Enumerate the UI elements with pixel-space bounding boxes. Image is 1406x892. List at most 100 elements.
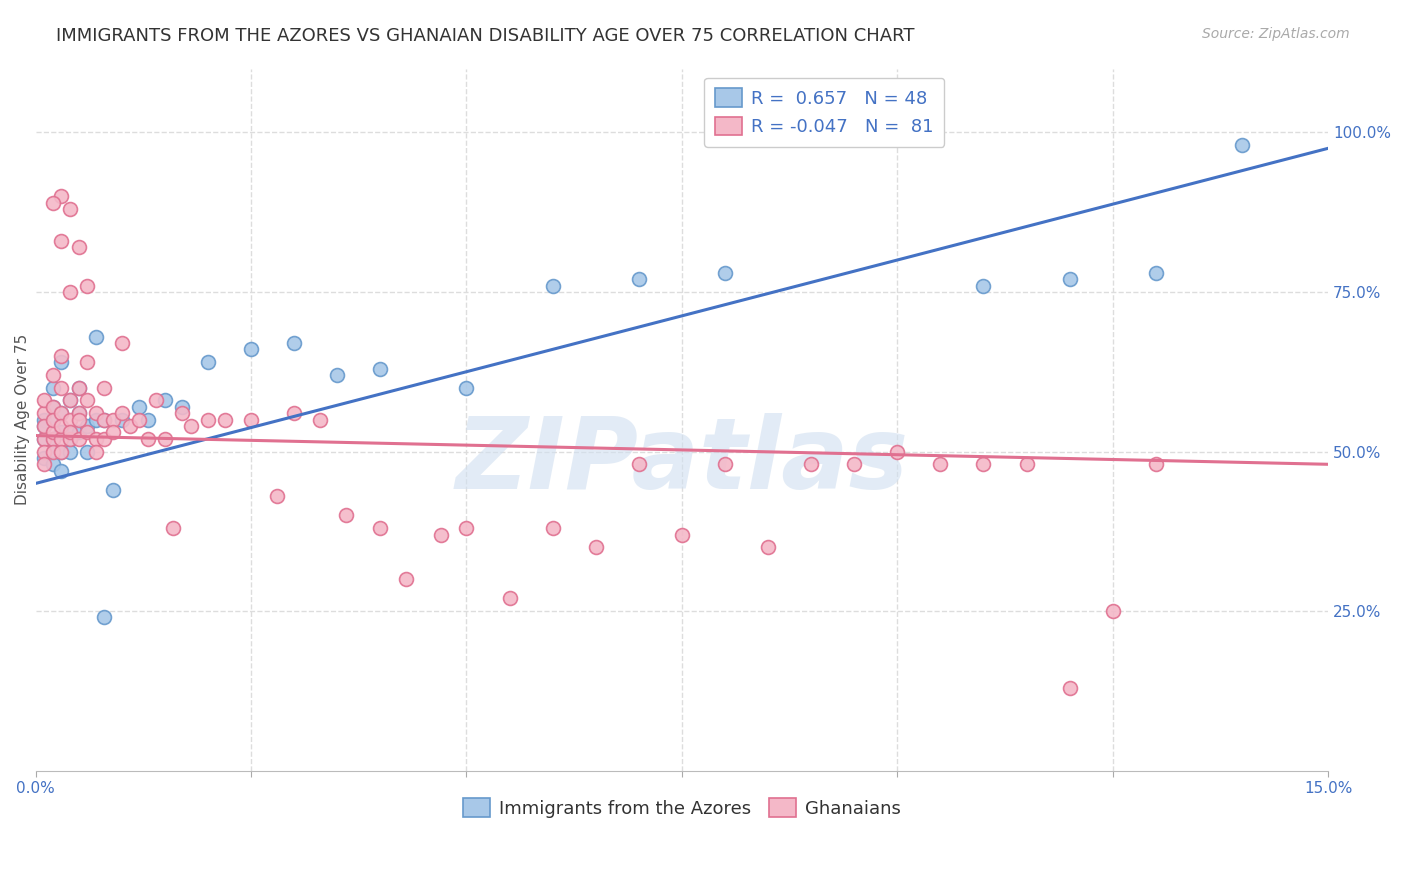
Point — [1144, 266, 1167, 280]
Point — [67, 425, 90, 440]
Point — [240, 343, 263, 357]
Point — [51, 444, 73, 458]
Point — [541, 278, 564, 293]
Point — [128, 412, 150, 426]
Text: IMMIGRANTS FROM THE AZORES VS GHANAIAN DISABILITY AGE OVER 75 CORRELATION CHART: IMMIGRANTS FROM THE AZORES VS GHANAIAN D… — [56, 27, 915, 45]
Point — [32, 393, 55, 408]
Point — [456, 381, 478, 395]
Point — [76, 278, 98, 293]
Point — [59, 202, 82, 216]
Point — [145, 393, 167, 408]
Point — [111, 336, 134, 351]
Point — [395, 572, 418, 586]
Point — [59, 444, 82, 458]
Point — [42, 458, 65, 472]
Point — [153, 393, 176, 408]
Point — [800, 458, 823, 472]
Point — [541, 521, 564, 535]
Point — [101, 483, 124, 497]
Point — [1059, 272, 1081, 286]
Point — [51, 419, 73, 434]
Point — [51, 189, 73, 203]
Point — [214, 412, 236, 426]
Point — [93, 432, 115, 446]
Point — [32, 406, 55, 420]
Point — [42, 432, 65, 446]
Point — [59, 432, 82, 446]
Point — [32, 419, 55, 434]
Text: Source: ZipAtlas.com: Source: ZipAtlas.com — [1202, 27, 1350, 41]
Point — [283, 336, 305, 351]
Point — [67, 381, 90, 395]
Legend: Immigrants from the Azores, Ghanaians: Immigrants from the Azores, Ghanaians — [456, 791, 908, 825]
Point — [972, 278, 994, 293]
Point — [59, 425, 82, 440]
Text: ZIPatlas: ZIPatlas — [456, 413, 908, 510]
Point — [844, 119, 866, 133]
Point — [42, 412, 65, 426]
Point — [42, 444, 65, 458]
Point — [714, 266, 737, 280]
Point — [51, 432, 73, 446]
Point — [627, 458, 650, 472]
Point — [42, 412, 65, 426]
Point — [76, 419, 98, 434]
Point — [283, 406, 305, 420]
Point — [756, 541, 779, 555]
Point — [67, 406, 90, 420]
Point — [240, 412, 263, 426]
Point — [67, 432, 90, 446]
Point — [51, 425, 73, 440]
Point — [368, 361, 391, 376]
Point — [1230, 138, 1253, 153]
Point — [1144, 458, 1167, 472]
Point — [32, 412, 55, 426]
Point — [67, 412, 90, 426]
Point — [93, 412, 115, 426]
Point — [51, 444, 73, 458]
Point — [32, 444, 55, 458]
Point — [76, 355, 98, 369]
Point — [59, 425, 82, 440]
Point — [42, 381, 65, 395]
Point — [51, 464, 73, 478]
Point — [326, 368, 349, 382]
Point — [42, 195, 65, 210]
Point — [84, 432, 107, 446]
Point — [120, 419, 142, 434]
Point — [368, 521, 391, 535]
Point — [32, 432, 55, 446]
Point — [51, 406, 73, 420]
Point — [84, 444, 107, 458]
Point — [93, 610, 115, 624]
Point — [170, 406, 193, 420]
Point — [671, 527, 693, 541]
Point — [42, 444, 65, 458]
Point — [1101, 604, 1123, 618]
Point — [32, 419, 55, 434]
Point — [197, 355, 219, 369]
Point — [128, 400, 150, 414]
Point — [32, 458, 55, 472]
Point — [51, 349, 73, 363]
Point — [429, 527, 451, 541]
Point — [972, 458, 994, 472]
Point — [42, 432, 65, 446]
Point — [266, 489, 288, 503]
Point — [498, 591, 520, 606]
Point — [844, 458, 866, 472]
Point — [162, 521, 184, 535]
Point — [886, 444, 908, 458]
Point — [84, 412, 107, 426]
Point — [59, 285, 82, 299]
Point — [67, 406, 90, 420]
Point — [51, 234, 73, 248]
Point — [59, 393, 82, 408]
Point — [32, 450, 55, 465]
Point — [76, 393, 98, 408]
Point — [84, 329, 107, 343]
Point — [67, 381, 90, 395]
Point — [42, 400, 65, 414]
Point — [111, 412, 134, 426]
Point — [180, 419, 202, 434]
